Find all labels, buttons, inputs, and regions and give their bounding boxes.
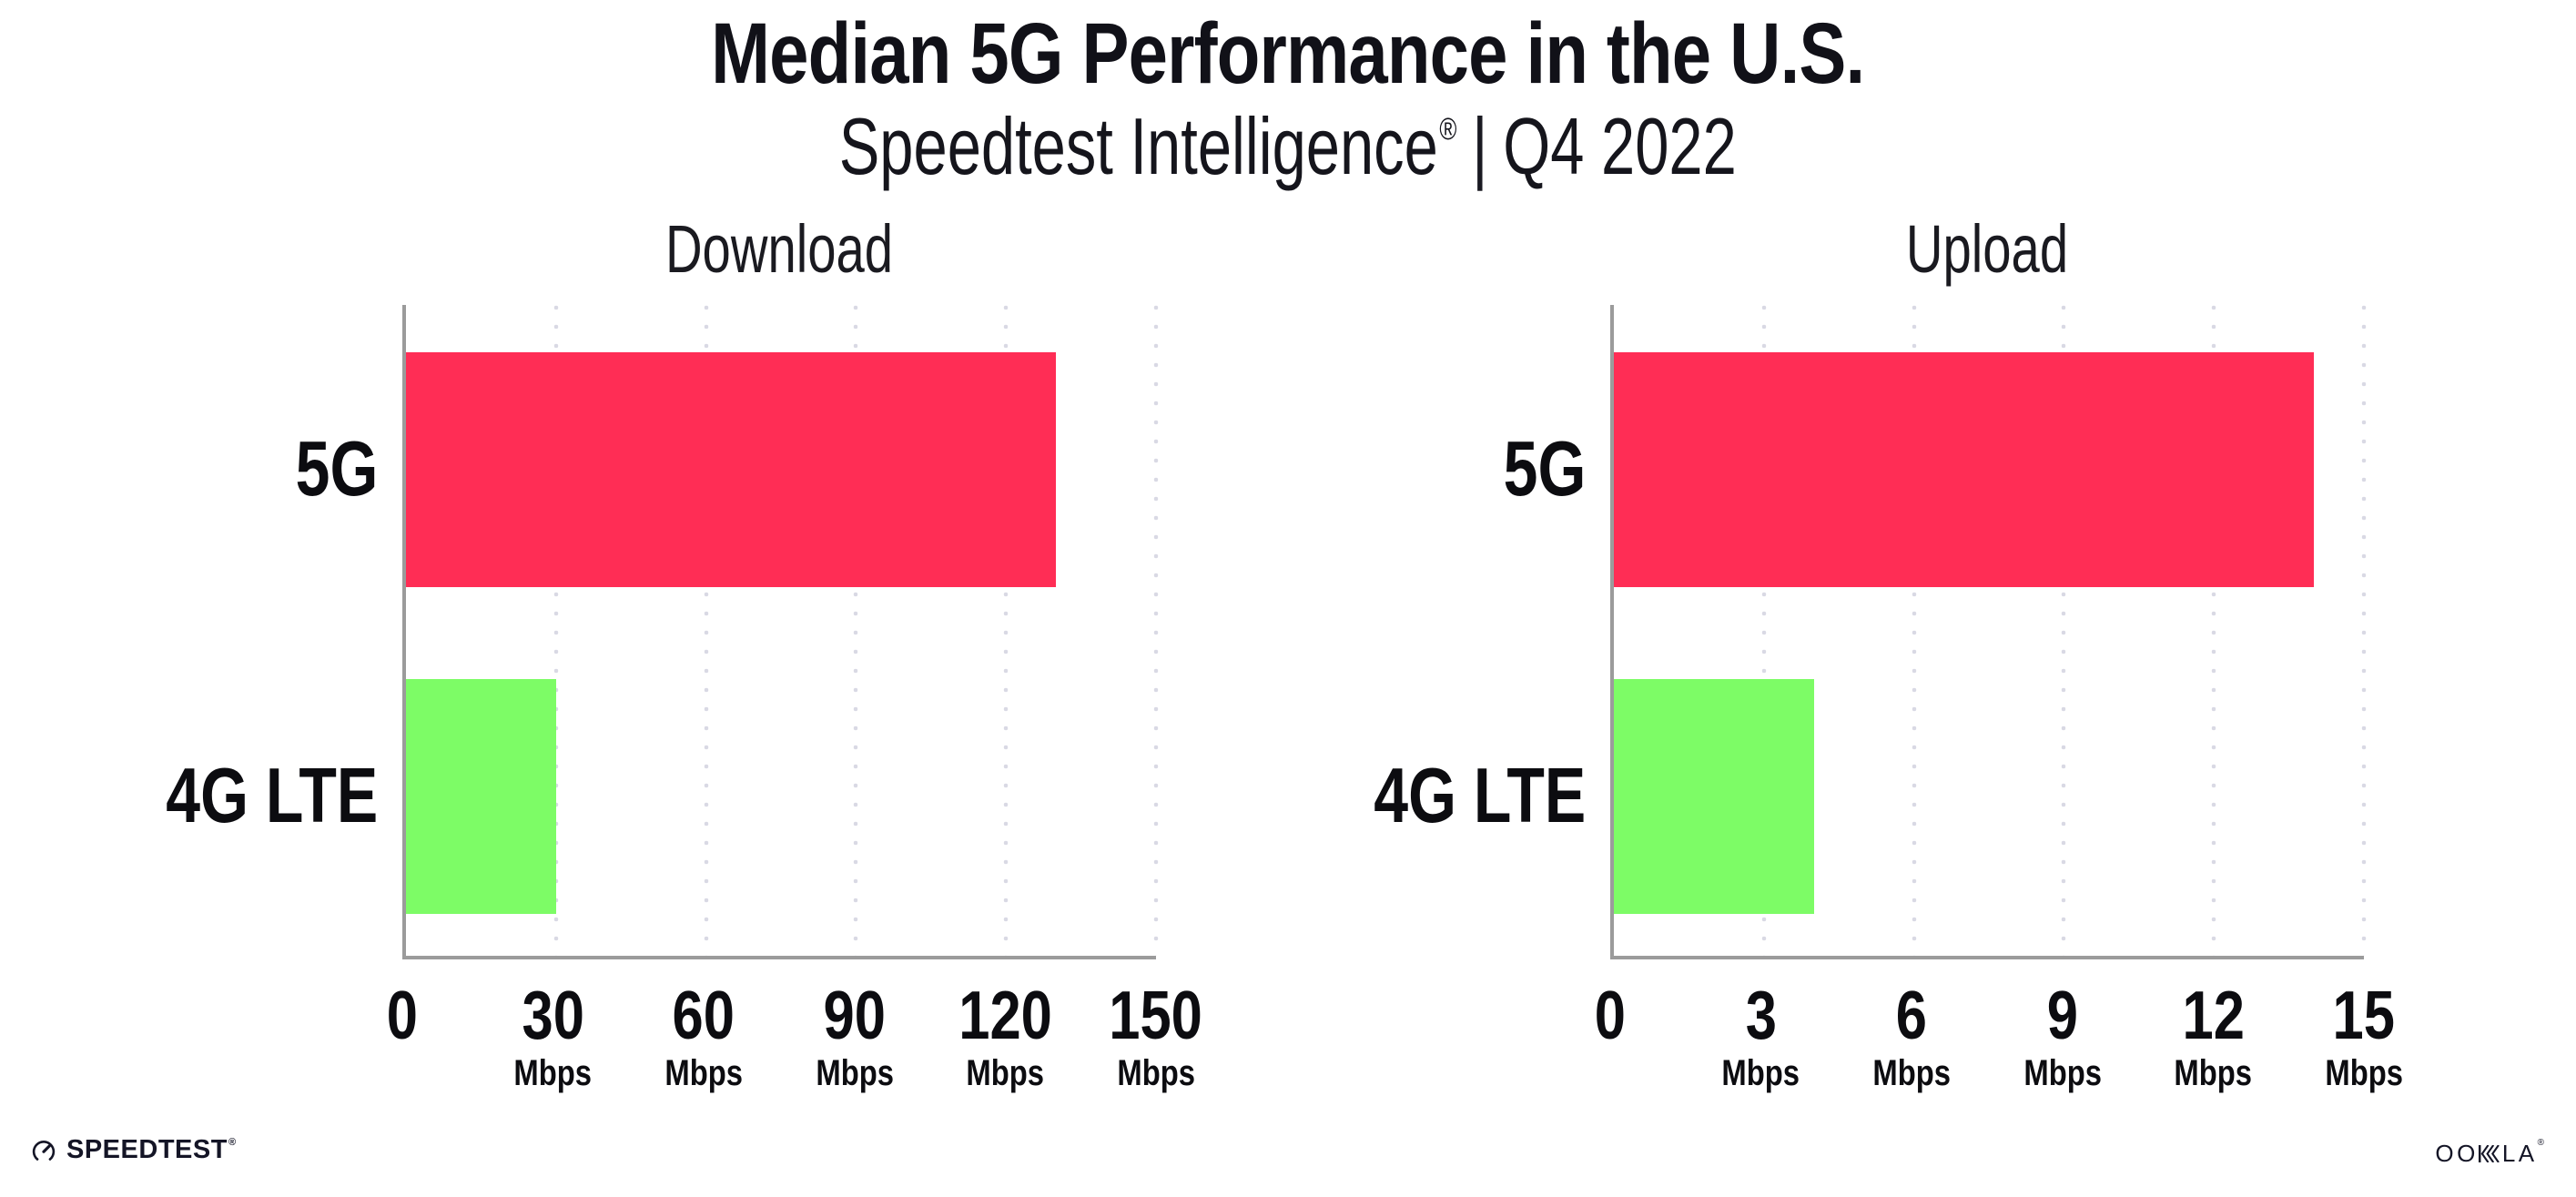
x-tick-30: 30 Mbps [444,977,663,1093]
x-tick-number: 3 [1745,977,1777,1053]
upload-chart-title: Upload [1905,211,2069,287]
gridline [1003,305,1009,956]
x-tick-3: 3 Mbps [1652,977,1871,1093]
category-label-5g: 5G [295,426,378,512]
x-tick-number: 30 [522,977,584,1053]
x-tick-6: 6 Mbps [1802,977,2021,1093]
x-tick-number: 60 [672,977,735,1053]
x-tick-12: 12 Mbps [2104,977,2322,1093]
x-tick-unit: Mbps [2023,1053,2102,1093]
x-tick-number: 9 [2046,977,2078,1053]
upload-chart: Upload 5G 4G LTE 0 3 Mbps 6 Mbps 9 Mbps [1374,211,2403,1091]
x-tick-unit: Mbps [1117,1053,1195,1093]
x-tick-number: 0 [1594,977,1627,1053]
download-chart-title: Download [664,211,894,287]
x-tick-120: 120 Mbps [896,977,1114,1093]
x-tick-number: 15 [2332,977,2396,1053]
x-tick-unit: Mbps [1721,1053,1800,1093]
gridline [2061,305,2067,956]
x-tick-unit: Mbps [1872,1053,1952,1093]
header: Median 5G Performance in the U.S. Speedt… [0,11,2576,187]
ookla-wordmark-part1: OO [2435,1140,2479,1167]
x-tick-15: 15 Mbps [2255,977,2473,1093]
registered-mark-icon: ® [1439,112,1457,147]
x-tick-unit: Mbps [664,1053,744,1093]
gridline [1760,305,1767,956]
x-tick-unit: Mbps [2174,1053,2253,1093]
x-tick-number: 6 [1896,977,1928,1053]
x-tick-unit: Mbps [966,1053,1045,1093]
gridline [2361,305,2367,956]
x-tick-unit: Mbps [2325,1053,2403,1093]
subtitle-brand: Speedtest Intelligence [838,101,1439,191]
subtitle-divider: | [1472,101,1488,191]
ookla-wordmark-part2: LA [2501,1140,2538,1167]
gridline [2211,305,2217,956]
x-tick-0: 0 [293,981,512,1050]
x-tick-number: 0 [386,977,419,1053]
upload-4g-lte-bar [1614,679,1814,914]
x-tick-90: 90 Mbps [745,977,964,1093]
x-tick-60: 60 Mbps [594,977,813,1093]
speedtest-wordmark: SPEEDTEST® [66,1135,237,1164]
download-chart: Download 5G 4G LTE 0 30 Mbps 60 Mbps 90 … [166,211,1202,1091]
speedtest-logo: SPEEDTEST® [30,1135,237,1165]
page-title-text: Median 5G Performance in the U.S. [711,5,1865,102]
x-tick-number: 120 [958,977,1052,1053]
x-tick-9: 9 Mbps [1953,977,2172,1093]
x-tick-unit: Mbps [513,1053,593,1093]
download-4g-lte-bar [406,679,556,914]
category-label-4g-lte: 4G LTE [1374,753,1586,839]
gridline [553,305,559,956]
page-subtitle-text: Speedtest Intelligence® | Q4 2022 [839,107,1737,187]
upload-plot-area [1610,305,2367,959]
registered-mark-icon: ® [2537,1138,2544,1148]
ookla-k-glyph-icon [2478,1145,2500,1162]
speedtest-gauge-icon [30,1137,57,1164]
gridline [853,305,859,956]
download-5g-bar [406,352,1057,587]
registered-mark-icon: ® [228,1137,237,1148]
download-plot-area [402,305,1159,959]
page-subtitle: Speedtest Intelligence® | Q4 2022 [0,107,2576,187]
x-tick-150: 150 Mbps [1047,977,1265,1093]
subtitle-period: Q4 2022 [1503,101,1738,191]
x-tick-number: 150 [1109,977,1203,1053]
x-tick-number: 90 [823,977,887,1053]
category-label-4g-lte: 4G LTE [166,753,378,839]
ookla-logo: OO LA ® [2435,1138,2544,1168]
gridline [1911,305,1917,956]
category-label-5g: 5G [1503,426,1586,512]
gridline [703,305,709,956]
x-tick-unit: Mbps [815,1053,894,1093]
page-title: Median 5G Performance in the U.S. [0,11,2576,97]
gridline [1153,305,1159,956]
upload-5g-bar [1614,352,2315,587]
x-tick-0: 0 [1501,981,1719,1050]
x-tick-number: 12 [2182,977,2245,1053]
